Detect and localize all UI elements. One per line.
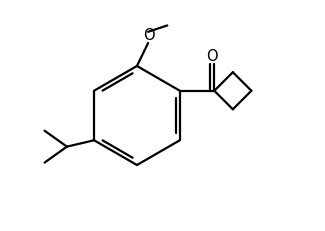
Text: O: O	[143, 28, 155, 43]
Text: O: O	[206, 49, 217, 64]
